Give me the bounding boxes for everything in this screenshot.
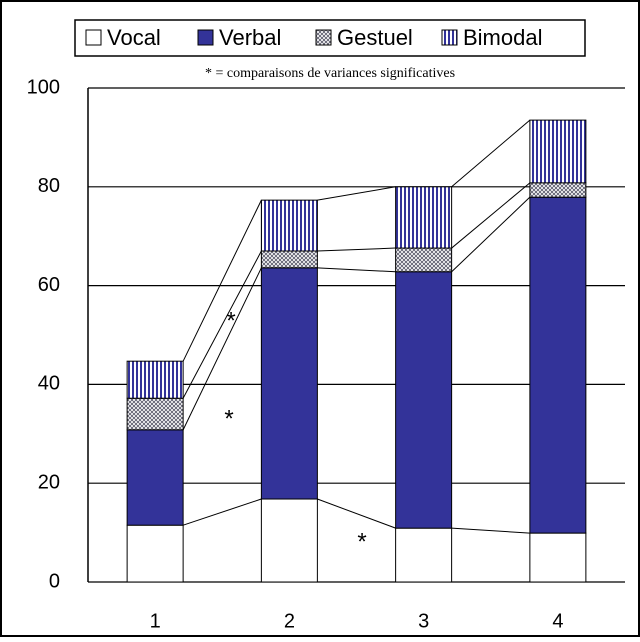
- legend-swatch: [85, 29, 102, 46]
- connector: [182, 267, 262, 431]
- bar-segment: [395, 247, 453, 273]
- bar-segment: [395, 186, 453, 249]
- bar-segment: [260, 498, 318, 583]
- connector: [317, 498, 396, 529]
- bar-segment: [529, 532, 587, 583]
- connector: [317, 267, 396, 273]
- connector: [451, 182, 531, 249]
- y-tick-label: 80: [38, 175, 60, 197]
- legend-swatch: [315, 29, 332, 46]
- bar-segment: [126, 429, 184, 526]
- bar-segment: [529, 182, 587, 198]
- connector: [317, 186, 396, 201]
- significance-marker: *: [224, 405, 233, 432]
- x-tick-label: 4: [552, 610, 563, 632]
- legend-label: Vocal: [107, 25, 161, 50]
- connector: [317, 247, 396, 252]
- significance-marker: *: [357, 528, 366, 555]
- bar-segment: [395, 527, 453, 583]
- bar-segment: [260, 267, 318, 500]
- x-tick-label: 3: [418, 610, 429, 632]
- bar-segment: [126, 397, 184, 431]
- y-tick-label: 60: [38, 274, 60, 296]
- x-tick-label: 2: [284, 610, 295, 632]
- y-tick-label: 100: [27, 76, 60, 98]
- legend-swatch: [197, 29, 214, 46]
- connector: [182, 199, 262, 362]
- y-tick-label: 20: [38, 471, 60, 493]
- significance-marker: *: [226, 307, 235, 334]
- bar-segment: [260, 199, 318, 252]
- legend-label: Verbal: [219, 25, 281, 50]
- connector: [451, 527, 530, 534]
- bar-segment: [529, 196, 587, 534]
- bar-segment: [395, 271, 453, 529]
- bar-segment: [126, 360, 184, 399]
- annotation: * = comparaisons de variances significat…: [205, 66, 455, 81]
- connector: [182, 250, 262, 399]
- y-tick-label: 40: [38, 373, 60, 395]
- bar-segment: [260, 250, 318, 269]
- bar-segment: [529, 119, 587, 184]
- legend-swatch: [441, 29, 458, 46]
- legend-label: Bimodal: [463, 25, 542, 50]
- bar-segment: [126, 524, 184, 583]
- x-tick-label: 1: [150, 610, 161, 632]
- legend-label: Gestuel: [337, 25, 413, 50]
- connector: [182, 498, 262, 526]
- connector: [451, 119, 531, 188]
- connector: [451, 196, 531, 273]
- y-tick-label: 0: [49, 570, 60, 592]
